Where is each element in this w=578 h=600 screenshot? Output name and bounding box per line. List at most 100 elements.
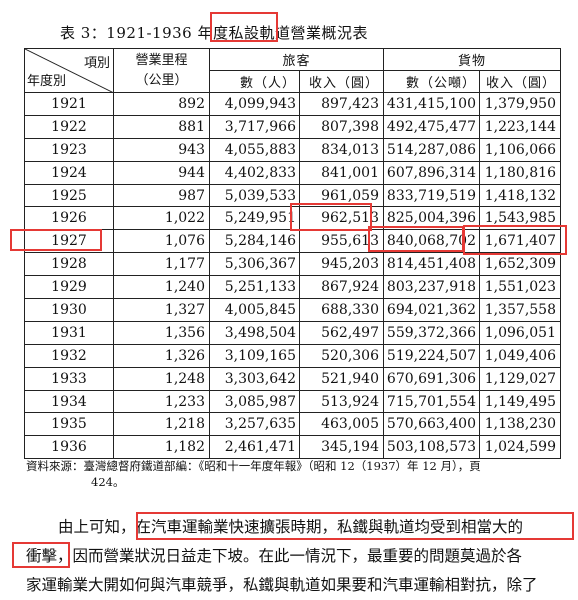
table-row: 1932 1,326 3,109,165 520,306 519,224,507 1,04… [24, 343, 561, 368]
freight-income-cell: 1,223,144 [479, 114, 561, 139]
table-row: 1924 944 4,402,833 841,001 607,896,314 1,180,… [24, 160, 561, 185]
freight-tonnage-cell: 840,068,702 [383, 229, 480, 254]
freight-income-cell: 1,106,066 [479, 137, 561, 162]
length-cell: 1,240 [113, 275, 210, 300]
freight-tonnage-header: 數（公噸） [383, 70, 480, 93]
paragraph-line-3: 家運輸業大開如何與汽車競爭，私鐵與軌道如果要和汽車運輸相對抗，除了 [26, 576, 538, 594]
passenger-income-cell: 688,330 [299, 298, 384, 322]
table-title: 表 3：1921-1936 年度私設軌道營業概況表 [60, 24, 368, 42]
passenger-income-cell: 867,924 [299, 275, 384, 300]
table-row: 1931 1,356 3,498,504 562,497 559,372,366 1,09… [24, 320, 561, 345]
freight-income-cell: 1,024,599 [479, 435, 561, 460]
length-cell: 987 [113, 183, 210, 208]
freight-tonnage-cell: 514,287,086 [383, 137, 480, 162]
length-cell: 943 [113, 137, 210, 162]
corner-header-cell: 項別 年度別 [24, 48, 114, 93]
passenger-count-cell: 3,717,966 [209, 114, 300, 139]
length-cell: 1,177 [113, 252, 210, 277]
passenger-income-cell: 513,924 [299, 389, 384, 414]
passenger-count-cell: 5,306,367 [209, 252, 300, 277]
freight-tonnage-cell: 607,896,314 [383, 160, 480, 185]
length-cell: 1,248 [113, 366, 210, 391]
freight-tonnage-cell: 492,475,477 [383, 114, 480, 139]
year-cell: 1923 [24, 137, 114, 162]
passenger-count-cell: 5,039,533 [209, 183, 300, 208]
length-cell: 1,182 [113, 435, 210, 460]
paragraph-line-2: 衝擊，因而營業狀況日益走下坡。在此一情況下，最重要的問題莫過於各 [26, 547, 523, 565]
freight-income-cell: 1,180,816 [479, 160, 561, 185]
freight-tonnage-cell: 694,021,362 [383, 298, 480, 322]
passenger-count-cell: 4,099,943 [209, 92, 300, 116]
passenger-count-cell: 3,303,642 [209, 366, 300, 391]
length-header-line1: 營業里程 [135, 52, 188, 68]
year-cell: 1924 [24, 160, 114, 185]
freight-income-cell: 1,138,230 [479, 412, 561, 437]
passenger-count-cell: 5,249,951 [209, 206, 300, 231]
freight-income-cell: 1,049,406 [479, 343, 561, 368]
freight-income-cell: 1,671,407 [479, 229, 561, 254]
length-cell: 1,218 [113, 412, 210, 437]
length-cell: 1,327 [113, 298, 210, 322]
passenger-group-header: 旅客 [209, 48, 384, 71]
paragraph-line-1: 由上可知，在汽車運輸業快速擴張時期，私鐵與軌道均受到相當大的 [58, 518, 524, 536]
year-cell: 1936 [24, 435, 114, 460]
freight-tonnage-cell: 431,415,100 [383, 92, 480, 116]
length-cell: 1,022 [113, 206, 210, 231]
passenger-income-header: 收入（圓） [299, 70, 384, 93]
freight-income-cell: 1,551,023 [479, 275, 561, 300]
table-row: 1926 1,022 5,249,951 962,513 825,004,396 1,54… [24, 206, 561, 231]
corner-top-label: 項別 [83, 56, 110, 71]
freight-tonnage-cell: 570,663,400 [383, 412, 480, 437]
freight-tonnage-cell: 803,237,918 [383, 275, 480, 300]
freight-income-cell: 1,149,495 [479, 389, 561, 414]
freight-tonnage-cell: 715,701,554 [383, 389, 480, 414]
passenger-income-cell: 962,513 [299, 206, 384, 231]
passenger-count-cell: 3,498,504 [209, 320, 300, 345]
table-row: 1930 1,327 4,005,845 688,330 694,021,362 1,35… [24, 298, 561, 322]
freight-tonnage-cell: 825,004,396 [383, 206, 480, 231]
passenger-income-cell: 955,613 [299, 229, 384, 254]
passenger-income-cell: 562,497 [299, 320, 384, 345]
length-cell: 1,233 [113, 389, 210, 414]
table-row: 1927 1,076 5,284,146 955,613 840,068,702 1,67… [24, 229, 561, 254]
year-cell: 1929 [24, 275, 114, 300]
year-cell: 1927 [24, 229, 114, 254]
length-cell: 944 [113, 160, 210, 185]
table-row: 1923 943 4,055,883 834,013 514,287,086 1,106,… [24, 137, 561, 162]
passenger-count-cell: 2,461,471 [209, 435, 300, 460]
freight-income-cell: 1,129,027 [479, 366, 561, 391]
passenger-count-cell: 3,257,635 [209, 412, 300, 437]
passenger-count-cell: 3,085,987 [209, 389, 300, 414]
year-cell: 1933 [24, 366, 114, 391]
passenger-income-cell: 945,203 [299, 252, 384, 277]
year-cell: 1934 [24, 389, 114, 414]
year-cell: 1921 [24, 92, 114, 116]
passenger-income-cell: 807,398 [299, 114, 384, 139]
length-cell: 881 [113, 114, 210, 139]
table-row: 1933 1,248 3,303,642 521,940 670,691,306 1,12… [24, 366, 561, 391]
source-line-1: 資料來源：臺灣總督府鐵道部編：《昭和十一年度年報》（昭和 12（1937）年 1… [26, 459, 481, 473]
passenger-income-cell: 961,059 [299, 183, 384, 208]
freight-income-cell: 1,418,132 [479, 183, 561, 208]
passenger-income-cell: 897,423 [299, 92, 384, 116]
passenger-count-cell: 5,284,146 [209, 229, 300, 254]
year-cell: 1926 [24, 206, 114, 231]
freight-tonnage-cell: 519,224,507 [383, 343, 480, 368]
year-cell: 1925 [24, 183, 114, 208]
freight-tonnage-cell: 814,451,408 [383, 252, 480, 277]
table-row: 1922 881 3,717,966 807,398 492,475,477 1,223,… [24, 114, 561, 139]
source-note: 資料來源：臺灣總督府鐵道部編：《昭和十一年度年報》（昭和 12（1937）年 1… [26, 458, 556, 490]
body-paragraph: 由上可知，在汽車運輸業快速擴張時期，私鐵與軌道均受到相當大的 衝擊，因而營業狀況… [26, 513, 566, 600]
source-line-2: 424。 [91, 475, 125, 489]
length-cell: 892 [113, 92, 210, 116]
freight-tonnage-cell: 670,691,306 [383, 366, 480, 391]
freight-income-cell: 1,357,558 [479, 298, 561, 322]
freight-income-cell: 1,379,950 [479, 92, 561, 116]
passenger-income-cell: 345,194 [299, 435, 384, 460]
passenger-count-header: 數（人） [209, 70, 300, 93]
corner-bottom-label: 年度別 [27, 74, 67, 89]
freight-tonnage-cell: 833,719,519 [383, 183, 480, 208]
length-cell: 1,326 [113, 343, 210, 368]
freight-income-cell: 1,096,051 [479, 320, 561, 345]
table-row: 1934 1,233 3,085,987 513,924 715,701,554 1,14… [24, 389, 561, 414]
